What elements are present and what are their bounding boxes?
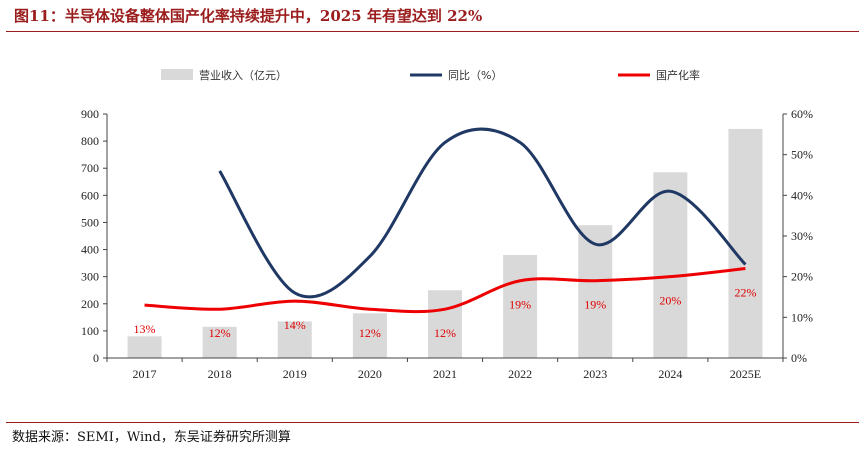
chart: 0 100 200 300 400 500 600 700 800 900 0% 10% 20% 30% 4… [81,68,813,381]
revenue-bar-2018 [202,326,237,358]
revenue-bar-2025E [728,128,763,358]
line-series [144,127,747,314]
y-right-tick-label: 10% [791,310,813,324]
revenue-bar-2024 [653,172,688,358]
bar-series [127,128,763,358]
x-tick-label: 2018 [208,367,232,381]
legend-yoy-label: 同比（%） [448,69,502,82]
y-left-tick-label: 300 [81,270,99,284]
source-note: 数据来源：SEMI，Wind，东吴证券研究所测算 [12,430,291,445]
x-tick-label: 2025E [730,367,761,381]
revenue-bar-2017 [127,336,162,358]
y-right-tick-label: 0% [791,351,807,365]
localization-rate-label-2019: 14% [284,318,306,332]
revenue-bar-2020 [352,313,387,358]
revenue-bar-2023 [578,225,613,358]
legend: 营业收入（亿元） 同比（%） 国产化率 [161,68,700,82]
x-tick-label: 2023 [583,367,607,381]
localization-rate-label-2017: 13% [134,322,156,336]
y-left-tick-label: 0 [93,351,99,365]
y-right-tick-label: 30% [791,229,813,243]
localization-rate-label-2024: 20% [659,294,681,308]
x-tick-label: 2017 [133,367,157,381]
x-tick-label: 2024 [658,367,682,381]
localization-rate-label-2025E: 22% [734,286,756,300]
chart-title: 图11：半导体设备整体国产化率持续提升中，2025 年有望达到 22% [14,7,483,25]
y-left-tick-label: 600 [81,188,99,202]
y-left-tick-label: 700 [81,161,99,175]
y-right-tick-label: 60% [791,107,813,121]
legend-revenue-label: 营业收入（亿元） [199,68,287,82]
y-left-tick-label: 200 [81,297,99,311]
y-left-tick-label: 800 [81,134,99,148]
axes: 0 100 200 300 400 500 600 700 800 900 0% 10% 20% 30% 4… [81,107,813,381]
revenue-bar-2021 [428,290,462,358]
revenue-bar-2019 [277,321,312,358]
localization-rate-label-2020: 12% [359,326,381,340]
y-right-tick-label: 20% [791,270,813,284]
title-divider [6,31,859,32]
y-left-tick-label: 400 [81,243,99,257]
x-tick-label: 2020 [358,367,382,381]
legend-localization-label: 国产化率 [656,68,700,82]
yoy-growth-line [218,127,747,299]
source-divider [6,422,859,423]
x-tick-label: 2019 [283,367,307,381]
y-left-tick-label: 500 [81,215,99,229]
localization-rate-label-2018: 12% [209,326,231,340]
y-right-tick-label: 40% [791,188,813,202]
localization-rate-label-2023: 19% [584,298,606,312]
localization-rate-label-2022: 19% [509,298,531,312]
localization-rate-label-2021: 12% [434,326,456,340]
x-tick-label: 2022 [508,367,532,381]
legend-revenue-swatch [161,69,193,80]
y-left-tick-label: 100 [81,324,99,338]
revenue-bar-2022 [503,254,538,358]
y-right-tick-label: 50% [791,148,813,162]
localization-rate-line [144,267,746,314]
data-labels: 13% 12% 14% 12% 12% 19% 19% 20% 22% [134,286,757,341]
y-left-tick-label: 900 [81,107,99,121]
x-tick-label: 2021 [433,367,457,381]
